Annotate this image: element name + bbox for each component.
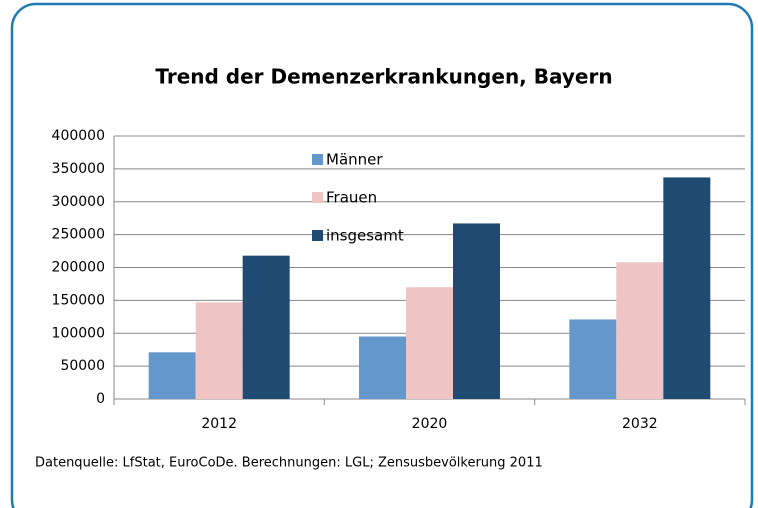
legend-swatch xyxy=(312,230,323,241)
bar xyxy=(148,352,196,399)
legend-label: insgesamt xyxy=(326,227,404,245)
x-tick-label: 2020 xyxy=(412,416,448,432)
y-tick-label: 0 xyxy=(96,391,105,407)
bar xyxy=(195,302,243,399)
x-tick-label: 2012 xyxy=(201,416,237,432)
y-tick-label: 300000 xyxy=(52,194,105,210)
y-tick-label: 50000 xyxy=(60,358,105,374)
bar xyxy=(453,223,500,399)
x-tick-label: 2032 xyxy=(622,416,658,432)
legend-swatch xyxy=(312,154,323,165)
y-tick-label: 150000 xyxy=(52,292,105,308)
bar xyxy=(663,177,711,399)
legend-label: Frauen xyxy=(326,189,377,207)
bar xyxy=(406,287,453,399)
chart-title: Trend der Demenzerkrankungen, Bayern xyxy=(155,65,612,89)
y-tick-label: 200000 xyxy=(52,260,105,276)
bar xyxy=(359,336,406,399)
y-tick-label: 350000 xyxy=(52,161,105,177)
y-tick-label: 250000 xyxy=(52,227,105,243)
bar xyxy=(569,319,617,399)
bar xyxy=(242,255,290,399)
legend-swatch xyxy=(312,192,323,203)
legend-label: Männer xyxy=(326,151,383,169)
y-tick-label: 400000 xyxy=(52,128,105,144)
source-note: Datenquelle: LfStat, EuroCoDe. Berechnun… xyxy=(35,456,543,471)
bar xyxy=(616,262,664,399)
y-tick-label: 100000 xyxy=(52,325,105,341)
